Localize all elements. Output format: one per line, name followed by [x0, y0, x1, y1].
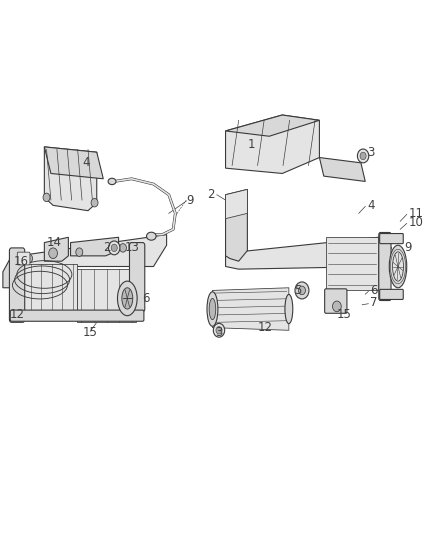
FancyBboxPatch shape [17, 252, 30, 265]
Circle shape [120, 244, 127, 252]
FancyBboxPatch shape [11, 310, 144, 321]
Ellipse shape [117, 281, 137, 316]
Polygon shape [212, 288, 289, 330]
Text: 6: 6 [143, 292, 150, 305]
Text: 12: 12 [258, 321, 272, 334]
Circle shape [295, 282, 309, 299]
Circle shape [332, 301, 341, 312]
Circle shape [298, 286, 305, 295]
Text: 7: 7 [370, 296, 377, 309]
Polygon shape [326, 237, 378, 290]
Polygon shape [319, 158, 365, 181]
FancyBboxPatch shape [379, 232, 391, 301]
Polygon shape [44, 147, 103, 179]
Circle shape [111, 244, 117, 252]
Polygon shape [226, 189, 247, 261]
Ellipse shape [389, 245, 407, 288]
Ellipse shape [209, 298, 216, 320]
Circle shape [109, 241, 120, 255]
Text: 15: 15 [337, 308, 352, 321]
Ellipse shape [147, 232, 156, 240]
Circle shape [49, 249, 57, 257]
Text: 15: 15 [83, 326, 98, 340]
Circle shape [76, 248, 83, 256]
Ellipse shape [207, 292, 218, 326]
Text: 6: 6 [370, 284, 377, 297]
Text: 10: 10 [409, 216, 424, 229]
Text: 9: 9 [405, 241, 412, 254]
Circle shape [25, 254, 32, 263]
FancyBboxPatch shape [380, 233, 403, 244]
Circle shape [91, 198, 98, 207]
Circle shape [43, 193, 50, 201]
Circle shape [49, 248, 57, 259]
Ellipse shape [122, 288, 133, 309]
Polygon shape [71, 237, 119, 256]
Polygon shape [77, 269, 136, 322]
Text: 3: 3 [215, 326, 223, 340]
Text: 14: 14 [47, 236, 62, 249]
Text: 4: 4 [367, 199, 375, 212]
Text: 9: 9 [186, 193, 194, 207]
FancyBboxPatch shape [130, 243, 145, 312]
Circle shape [216, 327, 222, 334]
Ellipse shape [108, 178, 116, 184]
Polygon shape [3, 256, 18, 288]
Text: 11: 11 [409, 207, 424, 220]
Circle shape [357, 149, 369, 163]
Circle shape [213, 324, 225, 337]
Text: 13: 13 [125, 241, 140, 254]
Polygon shape [226, 189, 247, 219]
Polygon shape [44, 237, 68, 261]
Text: 2: 2 [103, 241, 111, 254]
FancyBboxPatch shape [325, 289, 347, 313]
Polygon shape [16, 264, 77, 317]
Text: 2: 2 [207, 188, 215, 201]
Polygon shape [44, 147, 97, 211]
Ellipse shape [285, 294, 293, 324]
Text: 12: 12 [10, 308, 25, 321]
Text: 5: 5 [294, 284, 301, 297]
Text: 1: 1 [248, 138, 255, 151]
FancyBboxPatch shape [380, 289, 403, 300]
Polygon shape [226, 237, 392, 269]
Polygon shape [226, 115, 319, 173]
Ellipse shape [392, 252, 403, 281]
Text: 3: 3 [367, 146, 375, 159]
Text: 4: 4 [82, 156, 90, 169]
Polygon shape [226, 115, 319, 136]
Text: 16: 16 [14, 255, 29, 268]
Polygon shape [18, 235, 166, 266]
FancyBboxPatch shape [10, 248, 25, 322]
Circle shape [360, 152, 366, 160]
